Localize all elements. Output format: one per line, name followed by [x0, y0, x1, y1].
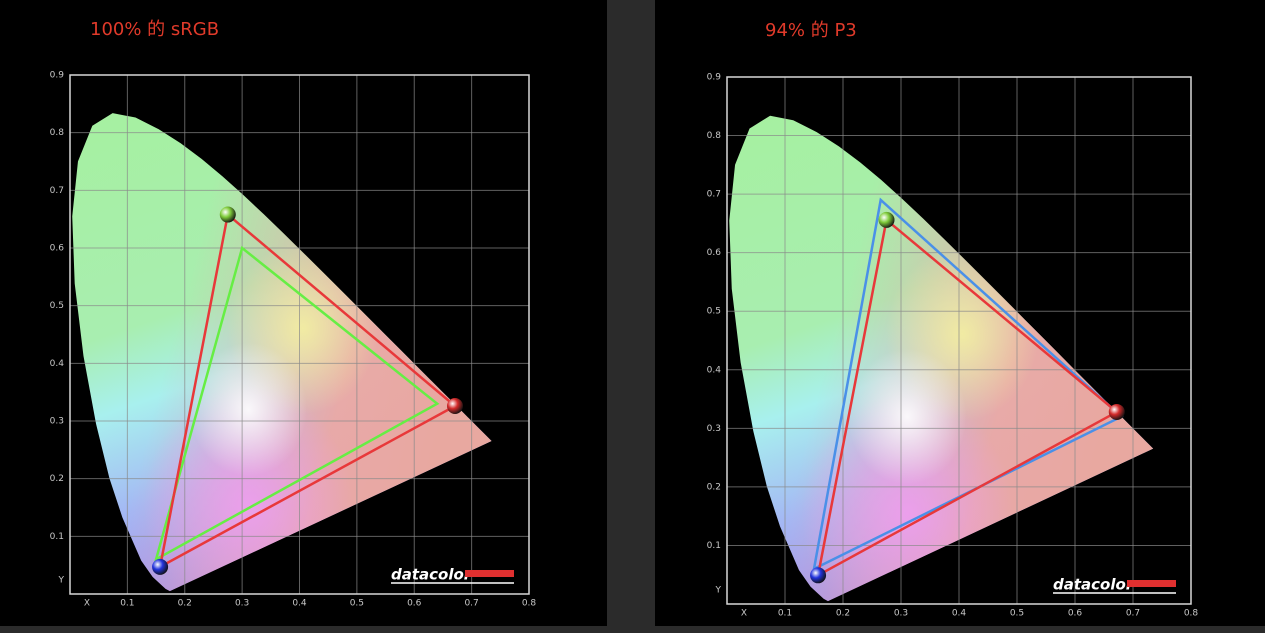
- y-tick-label: 0.7: [707, 190, 721, 200]
- y-tick-label: 0.2: [707, 482, 721, 492]
- x-tick-label: 0.3: [894, 609, 908, 619]
- y-tick-label: 0.3: [50, 417, 64, 427]
- x-tick-label: 0.1: [120, 599, 134, 609]
- y-tick-label: 0.1: [707, 541, 721, 551]
- y-tick-label: 0.5: [707, 307, 721, 317]
- x-tick-label: 0.7: [464, 599, 478, 609]
- y-tick-label: 0.3: [707, 424, 721, 434]
- gamut-triangle: [816, 217, 1119, 578]
- primary-marker: [810, 567, 827, 584]
- x-tick-label: 0.4: [952, 609, 967, 619]
- y-tick-label: 0.1: [50, 532, 64, 542]
- y-tick-label: 0.6: [707, 248, 722, 258]
- x-tick-label: 0.1: [778, 609, 792, 619]
- x-tick-label: 0.5: [1010, 609, 1024, 619]
- primary-marker: [878, 211, 895, 228]
- x-tick-label: X: [741, 609, 747, 619]
- x-tick-label: 0.6: [407, 599, 422, 609]
- x-tick-label: 0.2: [836, 609, 850, 619]
- y-tick-label: 0.5: [50, 301, 64, 311]
- plot-frame: [726, 76, 1192, 605]
- primary-marker: [1108, 403, 1125, 420]
- logo: datacolor: [391, 566, 473, 584]
- y-tick-label: 0.2: [50, 474, 64, 484]
- logo: datacolor: [1053, 576, 1135, 594]
- chart: 100% 的 sRGB X 0.1 0.2 0.3 0.4 0.5 0.6 0.7 0.8 Y 0.1…: [50, 19, 537, 609]
- x-tick-label: 0.8: [522, 599, 537, 609]
- y-tick-label: 0.4: [707, 365, 722, 375]
- chart: 94% 的 P3 X 0.1 0.2 0.3 0.4 0.5 0.6 0.7 0.8 Y 0.1 0.2…: [707, 20, 1199, 619]
- x-tick-label: 0.6: [1068, 609, 1083, 619]
- y-tick-label: 0.8: [50, 128, 65, 138]
- primary-marker: [446, 398, 463, 415]
- logo-bar: [465, 570, 514, 577]
- x-tick-label: 0.8: [1184, 609, 1199, 619]
- gamut-triangle: [154, 245, 440, 562]
- y-tick-label: 0.4: [50, 359, 65, 369]
- x-tick-label: 0.4: [292, 599, 307, 609]
- y-tick-label: Y: [58, 576, 65, 586]
- x-tick-label: 0.2: [178, 599, 192, 609]
- x-tick-label: 0.3: [235, 599, 249, 609]
- plot-frame: [69, 74, 530, 595]
- chart-title: 100% 的 sRGB: [90, 19, 219, 40]
- primary-marker: [152, 558, 169, 575]
- y-tick-label: 0.7: [50, 186, 64, 196]
- y-tick-label: 0.6: [50, 244, 65, 254]
- x-tick-label: X: [84, 599, 90, 609]
- y-tick-label: 0.9: [707, 73, 722, 83]
- chart-title: 94% 的 P3: [765, 20, 857, 41]
- x-tick-label: 0.7: [1126, 609, 1140, 619]
- y-tick-label: 0.8: [707, 131, 722, 141]
- gamut-triangle: [158, 212, 458, 570]
- y-tick-label: Y: [715, 586, 722, 596]
- spectral-locus: [72, 113, 492, 592]
- logo-bar: [1127, 580, 1176, 587]
- y-tick-label: 0.9: [50, 71, 65, 81]
- x-tick-label: 0.5: [350, 599, 364, 609]
- primary-marker: [219, 206, 236, 223]
